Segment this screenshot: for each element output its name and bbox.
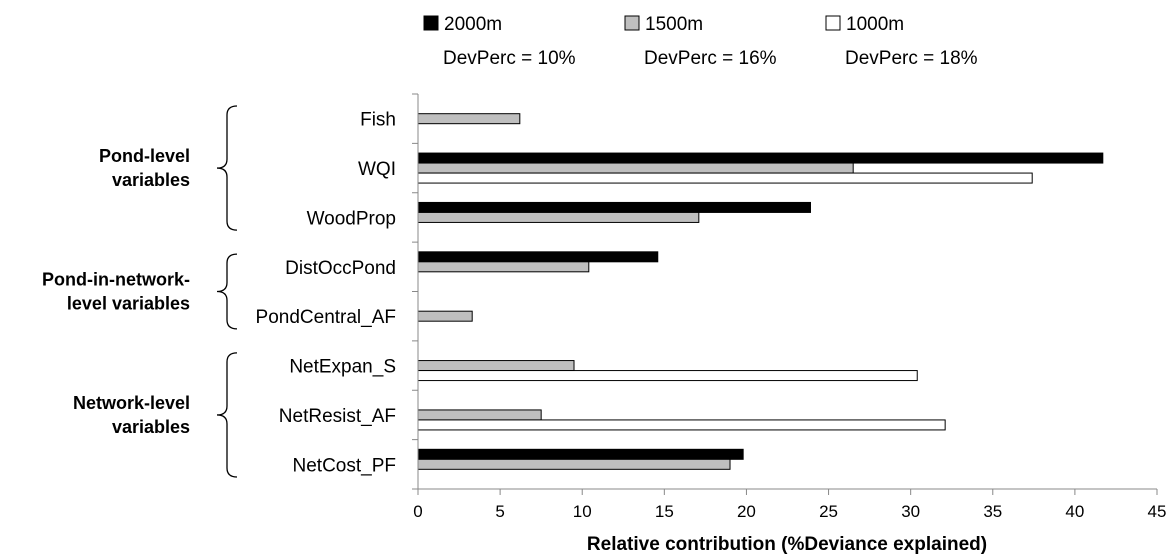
group-label: Network-level variables [73,393,190,437]
x-tick-label: 40 [1065,502,1084,521]
x-tick-label: 5 [495,502,504,521]
bar-1500m-WQI [417,162,854,174]
bar-1500m-NetExpan_S [417,360,575,372]
group-label: Pond-in-network-level variables [42,270,190,314]
bar-2000m-WoodProp [417,201,811,213]
bar-1500m-Fish [417,113,521,125]
category-label-NetCost_PF: NetCost_PF [293,455,396,476]
legend-subtitle-1000m: DevPerc = 18% [845,48,978,69]
x-tick-label: 35 [983,502,1002,521]
group-brackets: Pond-level variables Pond-in-network-level… [42,105,238,478]
bar-1500m-NetCost_PF [417,458,731,470]
legend-swatch-2000m [423,15,439,31]
legend: 2000m DevPerc = 10% 1500m DevPerc = 16% 1000… [423,14,978,69]
legend-swatch-1000m [825,15,841,31]
category-label-WoodProp: WoodProp [307,208,396,229]
x-tick-label: 20 [737,502,756,521]
category-label-WQI: WQI [358,159,396,180]
category-label-PondCentral_AF: PondCentral_AF [256,307,396,328]
category-label-DistOccPond: DistOccPond [285,258,396,279]
legend-label-1500m: 1500m [645,14,703,35]
bar-1500m-PondCentral_AF [417,310,473,322]
bar-1000m-NetExpan_S [417,370,918,382]
group-label: Pond-level variables [99,146,190,190]
bars [417,113,1104,470]
bar-2000m-DistOccPond [417,251,659,263]
group-bracket [216,352,238,478]
x-tick-label: 0 [413,502,422,521]
category-label-NetResist_AF: NetResist_AF [279,406,396,427]
category-labels: Fish WQI WoodProp DistOccPond PondCentral_AF… [256,110,396,477]
group-bracket [216,253,238,330]
legend-label-2000m: 2000m [444,14,502,35]
x-tick-label: 10 [573,502,592,521]
bar-1500m-WoodProp [417,211,700,223]
bar-1500m-DistOccPond [417,261,590,273]
category-label-Fish: Fish [360,110,396,131]
bar-2000m-WQI [417,152,1104,164]
legend-swatch-1500m [624,15,640,31]
legend-label-1000m: 1000m [846,14,904,35]
legend-subtitle-2000m: DevPerc = 10% [443,48,576,69]
bar-1000m-WQI [417,172,1033,184]
axes: 0 5 10 15 20 25 30 35 40 45 [412,93,1167,521]
legend-subtitle-1500m: DevPerc = 16% [644,48,777,69]
bar-1000m-NetResist_AF [417,419,946,431]
x-axis-label: Relative contribution (%Deviance explain… [587,534,987,555]
bar-1500m-NetResist_AF [417,409,542,421]
bar-2000m-NetCost_PF [417,448,744,460]
group-bracket [216,105,238,231]
category-label-NetExpan_S: NetExpan_S [289,357,396,378]
x-tick-label: 45 [1148,502,1167,521]
x-tick-label: 30 [901,502,920,521]
x-tick-label: 15 [655,502,674,521]
x-tick-label: 25 [819,502,838,521]
